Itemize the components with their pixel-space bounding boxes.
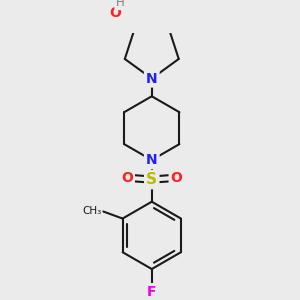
Text: N: N xyxy=(146,71,158,85)
Text: S: S xyxy=(146,172,157,187)
Text: N: N xyxy=(146,153,158,167)
Text: H: H xyxy=(116,0,124,9)
Text: F: F xyxy=(147,285,157,299)
Text: O: O xyxy=(109,6,121,20)
Text: O: O xyxy=(171,171,182,185)
Text: CH₃: CH₃ xyxy=(82,206,101,216)
Text: O: O xyxy=(121,171,133,185)
